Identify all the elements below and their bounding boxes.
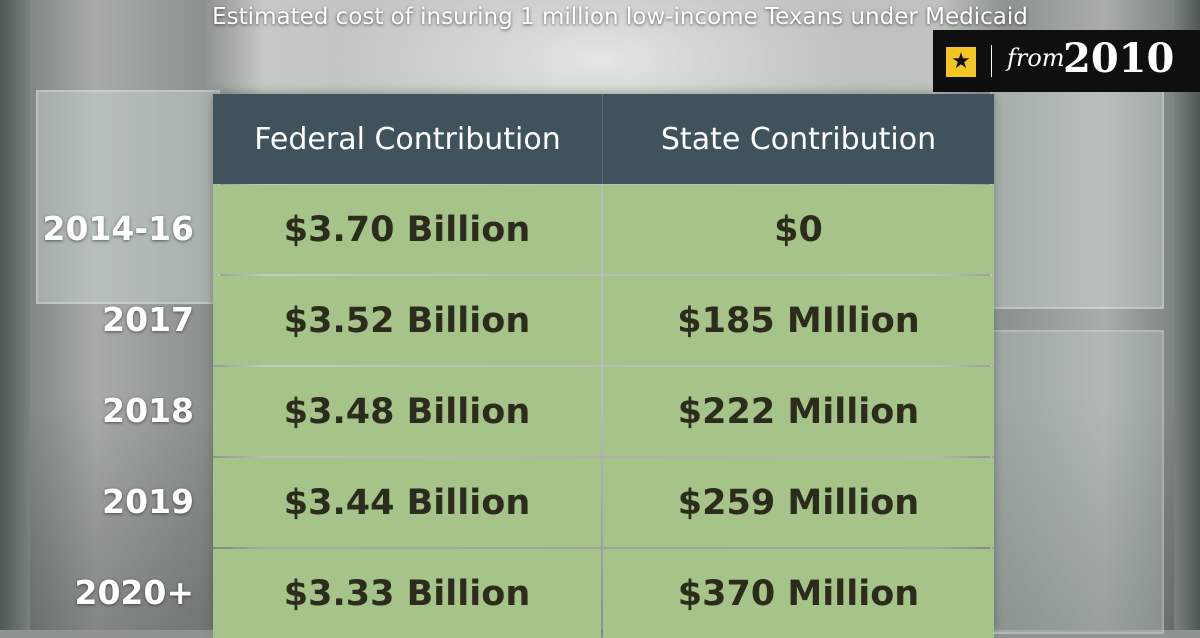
row-label-year: 2020+ [74,573,195,612]
table-cell-federal: $3.52 Billion [213,276,601,365]
table-cell-federal: $3.33 Billion [213,549,601,638]
chart-title: Estimated cost of insuring 1 million low… [212,4,1028,30]
star-icon: ★ [946,47,976,77]
background-window-right [990,90,1164,309]
row-label-year: 2019 [102,482,194,521]
background-door-left [0,0,30,630]
background-door-right [1174,0,1200,630]
column-header-federal: Federal Contribution [213,94,602,184]
table-cell-federal: $3.48 Billion [213,367,601,456]
row-label-year: 2014-16 [42,209,194,248]
row-label-year: 2017 [102,300,194,339]
badge-year: 2010 [1063,35,1175,82]
contribution-table: Federal Contribution State Contribution … [213,94,994,638]
row-label-year: 2018 [102,391,194,430]
column-header-state: State Contribution [603,94,994,184]
background-panel-right [990,330,1164,634]
table-cell-federal: $3.44 Billion [213,458,601,547]
table-cell-state: $370 Million [603,549,994,638]
badge-divider [991,45,992,77]
table-cell-state: $259 Million [603,458,994,547]
header-divider [602,94,603,184]
badge-from-label: from [1007,44,1065,72]
background-window-left [36,90,220,304]
table-cell-state: $222 Million [603,367,994,456]
table-cell-federal: $3.70 Billion [213,185,601,274]
table-cell-state: $0 [603,185,994,274]
table-cell-state: $185 MIllion [603,276,994,365]
from-year-badge: ★ from 2010 [933,30,1200,92]
